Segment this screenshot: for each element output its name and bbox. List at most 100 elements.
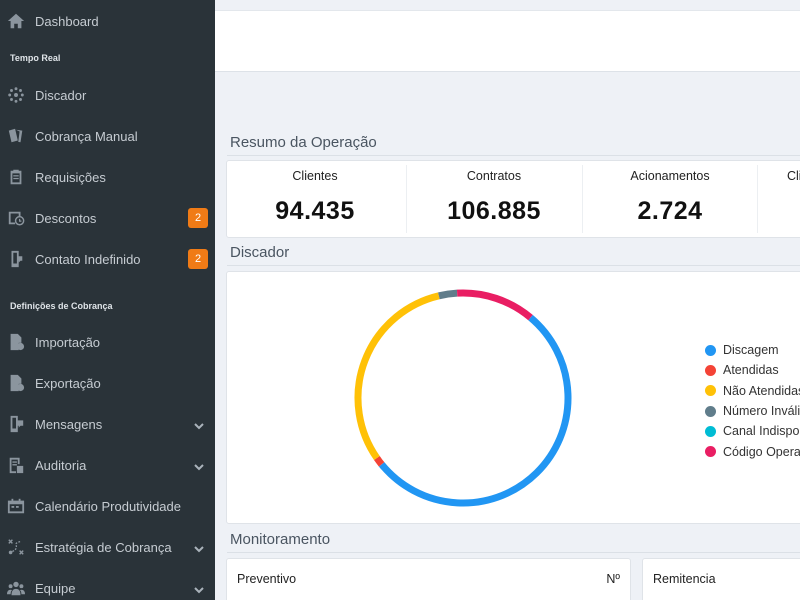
sidebar-item-label: Discador — [35, 87, 87, 103]
stat-clientes: Clientes 94.435 — [227, 161, 403, 237]
sidebar-item-label: Descontos — [35, 210, 97, 226]
legend-item[interactable]: Não Atendidas — [705, 381, 800, 401]
sidebar: Dashboard Tempo Real Discador Cobrança M… — [0, 0, 215, 600]
sidebar-item-label: Exportação — [35, 375, 101, 391]
sidebar-item-label: Contato Indefinido — [35, 251, 141, 267]
sidebar-item-mensagens[interactable]: Mensagens — [0, 409, 215, 439]
sidebar-item-cobranca-manual[interactable]: Cobrança Manual — [0, 121, 215, 151]
section-title-monitoramento: Monitoramento — [230, 531, 331, 548]
legend-label: Não Atendidas — [723, 383, 800, 398]
donut-slice-n-o-atendidas[interactable] — [354, 292, 440, 461]
top-panel — [215, 10, 800, 72]
divider — [582, 165, 583, 233]
legend-label: Canal Indispon — [723, 424, 800, 439]
legend-item[interactable]: Discagem — [705, 340, 800, 360]
sidebar-item-label: Auditoria — [35, 457, 87, 473]
sidebar-item-label: Dashboard — [35, 13, 99, 29]
legend-label: Atendidas — [723, 363, 779, 378]
donut-slice-atendidas[interactable] — [373, 456, 385, 467]
stat-value: 106.885 — [447, 197, 541, 225]
sidebar-item-discador[interactable]: Discador — [0, 80, 215, 110]
section-heading-tempo-real: Tempo Real — [10, 53, 61, 63]
sidebar-item-descontos[interactable]: Descontos 2 — [0, 203, 215, 233]
card-column-header: Nº — [606, 572, 620, 586]
chart-legend: Discagem Atendidas Não Atendidas Número Inv… — [705, 340, 800, 462]
sidebar-item-calendario-produtividade[interactable]: Calendário Produtividade — [0, 491, 215, 521]
dialer-icon — [6, 85, 26, 105]
sidebar-item-contato-indefinido[interactable]: Contato Indefinido 2 — [0, 244, 215, 274]
notification-badge: 2 — [188, 208, 208, 228]
sidebar-item-equipe[interactable]: Equipe — [0, 573, 215, 600]
stat-value: 2.724 — [637, 197, 703, 225]
sidebar-item-label: Estratégia de Cobrança — [35, 539, 172, 555]
section-heading-definicoes: Definições de Cobrança — [10, 301, 113, 311]
sidebar-item-label: Mensagens — [35, 416, 103, 432]
stat-label: Contratos — [466, 169, 522, 183]
legend-swatch — [705, 364, 716, 376]
legend-item[interactable]: Código Operac — [705, 441, 800, 461]
notification-badge: 2 — [188, 249, 208, 269]
chevron-down-icon[interactable] — [194, 460, 204, 471]
card-title: Preventivo — [237, 572, 297, 586]
legend-swatch — [705, 344, 716, 356]
sidebar-item-dashboard[interactable]: Dashboard — [0, 6, 215, 36]
legend-swatch — [705, 385, 716, 397]
legend-swatch — [705, 446, 716, 458]
users-icon — [6, 578, 26, 598]
sidebar-item-label: Requisições — [35, 169, 106, 185]
divider — [757, 165, 758, 233]
donut-slice-c-digo-operac[interactable] — [456, 289, 533, 321]
donut-slice-discagem[interactable] — [378, 314, 572, 507]
main-content: Resumo da Operação Clientes 94.435 Contr… — [215, 0, 800, 600]
card-remitencia: Remitencia — [642, 558, 800, 600]
file-import-icon — [6, 332, 26, 352]
cards-icon — [6, 126, 26, 146]
divider — [406, 165, 407, 233]
calendar-icon — [6, 496, 26, 516]
legend-item[interactable]: Número Inváli — [705, 401, 800, 421]
file-export-icon — [6, 373, 26, 393]
card-preventivo: Preventivo Nº — [226, 558, 631, 600]
sidebar-item-requisicoes[interactable]: Requisições — [0, 162, 215, 192]
legend-label: Número Inváli — [723, 404, 800, 419]
strategy-icon — [6, 537, 26, 557]
phone-icon — [6, 249, 26, 269]
summary-panel: Clientes 94.435 Contratos 106.885 Aciona… — [226, 160, 800, 238]
divider — [227, 552, 800, 553]
sidebar-item-estrategia-cobranca[interactable]: Estratégia de Cobrança — [0, 532, 215, 562]
chevron-down-icon[interactable] — [194, 583, 204, 594]
legend-item[interactable]: Canal Indispon — [705, 421, 800, 441]
donut-slice-n-mero-inv-li[interactable] — [438, 289, 458, 300]
discador-chart-panel: Discagem Atendidas Não Atendidas Número Inv… — [226, 271, 800, 524]
stat-label: Cli — [787, 169, 800, 183]
legend-swatch — [705, 405, 716, 417]
sidebar-item-label: Calendário Produtividade — [35, 498, 181, 514]
legend-item[interactable]: Atendidas — [705, 360, 800, 380]
stat-label: Acionamentos — [630, 169, 710, 183]
stat-contratos: Contratos 106.885 — [406, 161, 582, 237]
chevron-down-icon[interactable] — [194, 542, 204, 553]
legend-swatch — [705, 425, 716, 437]
stat-value: 94.435 — [275, 197, 355, 225]
legend-label: Código Operac — [723, 444, 800, 459]
section-title-resumo: Resumo da Operação — [230, 134, 377, 151]
sidebar-item-label: Cobrança Manual — [35, 128, 138, 144]
stat-clientes-partial: Cli — [757, 161, 800, 237]
sidebar-item-label: Equipe — [35, 580, 76, 596]
divider — [227, 265, 800, 266]
clipboard-icon — [6, 167, 26, 187]
section-title-discador: Discador — [230, 244, 290, 261]
sidebar-item-auditoria[interactable]: Auditoria — [0, 450, 215, 480]
discount-icon — [6, 208, 26, 228]
legend-label: Discagem — [723, 343, 779, 358]
chevron-down-icon[interactable] — [194, 419, 204, 430]
sidebar-item-exportacao[interactable]: Exportação — [0, 368, 215, 398]
stat-label: Clientes — [292, 169, 338, 183]
card-title: Remitencia — [653, 572, 716, 586]
stat-acionamentos: Acionamentos 2.724 — [582, 161, 758, 237]
divider — [227, 155, 800, 156]
home-icon — [6, 11, 26, 31]
sidebar-item-importacao[interactable]: Importação — [0, 327, 215, 357]
donut-chart — [354, 289, 572, 507]
audit-icon — [6, 455, 26, 475]
